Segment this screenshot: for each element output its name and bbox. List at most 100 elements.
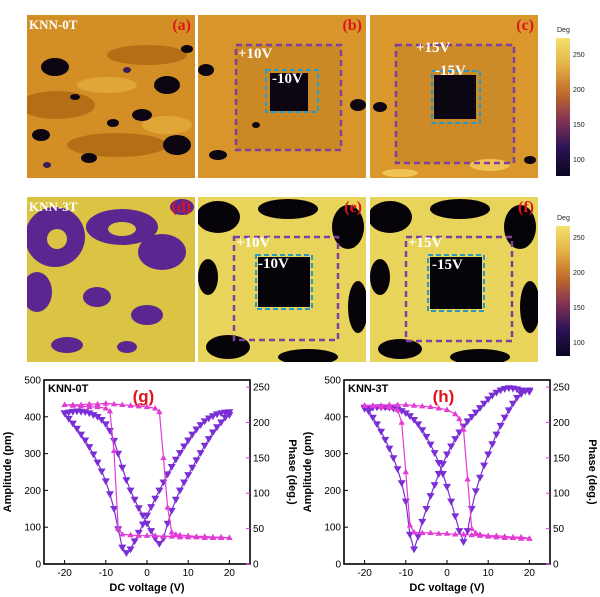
amplitude-point xyxy=(438,471,447,478)
amplitude-point xyxy=(184,437,193,445)
phase-point xyxy=(460,426,467,432)
phase-point xyxy=(464,475,471,482)
phase-point xyxy=(152,405,159,411)
colorbar-middle-unit: Deg xyxy=(557,215,570,222)
amplitude-point xyxy=(401,410,410,418)
amplitude-point xyxy=(217,419,226,427)
phase-point xyxy=(193,533,200,539)
phase-point xyxy=(456,415,463,422)
amplitude-point xyxy=(138,512,147,520)
amplitude-point xyxy=(118,544,127,552)
pfm-map-f-image xyxy=(370,197,538,362)
amplitude-point xyxy=(180,479,189,487)
phase-point xyxy=(443,530,451,536)
amplitude-point xyxy=(110,506,119,513)
amplitude-point xyxy=(101,421,110,429)
phase-point xyxy=(119,531,126,537)
colorbar-middle-tick-250: 250 xyxy=(573,235,585,242)
amplitude-point xyxy=(434,460,443,467)
phase-point xyxy=(369,402,377,408)
pfm-map-e: (e) +10V -10V xyxy=(198,197,366,362)
amplitude-point xyxy=(105,491,114,499)
phase-point xyxy=(452,410,459,417)
phase-point xyxy=(143,532,151,538)
y-tick-label: 100 xyxy=(324,523,341,534)
phase-point xyxy=(160,533,167,539)
amplitude-point xyxy=(414,533,423,541)
y2-tick-label: 250 xyxy=(253,383,270,394)
bias-outer-f: +15V xyxy=(408,235,443,251)
pfm-map-b-image xyxy=(198,15,366,178)
phase-point xyxy=(185,532,192,538)
y2-tick-label: 200 xyxy=(553,418,570,429)
phase-point xyxy=(102,400,109,406)
chart-annotation-sample: KNN-3T xyxy=(348,383,389,395)
amplitude-point xyxy=(225,412,234,419)
amplitude-point xyxy=(93,459,102,467)
y-tick-label: 0 xyxy=(35,560,41,571)
phase-point xyxy=(485,532,492,538)
bias-inner-c: -15V xyxy=(435,63,466,79)
x-tick-label: 0 xyxy=(144,568,150,579)
phase-point xyxy=(160,454,167,461)
phase-point xyxy=(472,529,480,536)
amplitude-point xyxy=(480,462,489,470)
amplitude-point xyxy=(405,413,414,421)
phase-point xyxy=(452,531,459,537)
colorbar-middle-tick-100: 100 xyxy=(573,340,585,347)
phase-point xyxy=(168,528,175,535)
x-tick-label: 10 xyxy=(483,568,495,579)
phase-point xyxy=(398,419,405,425)
phase-point xyxy=(156,408,163,415)
amplitude-point xyxy=(443,483,451,491)
y2-tick-label: 0 xyxy=(553,560,559,571)
amplitude-point xyxy=(451,436,460,443)
y2-tick-label: 150 xyxy=(253,453,270,464)
phase-point xyxy=(209,533,217,540)
colorbar-top-tick-100: 100 xyxy=(573,157,585,164)
amplitude-point xyxy=(480,400,489,408)
y2-axis-label: Phase (deg.) xyxy=(586,439,598,505)
phase-point xyxy=(468,531,475,538)
amplitude-point xyxy=(204,436,213,443)
amplitude-point xyxy=(97,468,106,476)
amplitude-point xyxy=(368,414,377,422)
amplitude-point xyxy=(418,427,427,435)
phase-point xyxy=(377,402,385,408)
phase-point xyxy=(476,531,484,537)
phase-line xyxy=(364,404,530,540)
amplitude-point xyxy=(463,418,472,426)
amplitude-point xyxy=(155,540,164,548)
colorbar-middle-gradient xyxy=(556,226,570,356)
y2-tick-label: 200 xyxy=(253,418,270,429)
x-tick-label: -10 xyxy=(399,568,414,579)
phase-point xyxy=(427,403,434,410)
phase-point xyxy=(86,400,93,407)
phase-point xyxy=(135,402,142,409)
amplitude-point xyxy=(163,471,172,479)
amplitude-point xyxy=(221,414,230,422)
y2-tick-label: 0 xyxy=(253,560,259,571)
panel-label-e: (e) xyxy=(344,199,362,216)
phase-point xyxy=(406,521,414,528)
phase-point xyxy=(135,532,142,538)
bias-inner-b: -10V xyxy=(272,71,303,87)
amplitude-point xyxy=(484,451,493,459)
amplitude-point xyxy=(196,450,205,457)
phase-point xyxy=(361,402,368,408)
pfm-map-a: KNN-0T (a) xyxy=(27,15,195,178)
pfm-map-e-image xyxy=(198,197,366,362)
amplitude-point xyxy=(200,418,209,426)
amplitude-point xyxy=(496,422,505,430)
y-tick-label: 0 xyxy=(335,560,341,571)
amplitude-point xyxy=(414,421,423,429)
amplitude-point xyxy=(68,420,77,428)
pfm-map-f: (f) +15V -15V xyxy=(370,197,538,362)
pfm-map-c: (c) +15V -15V xyxy=(370,15,538,178)
amplitude-point xyxy=(459,539,468,546)
y2-tick-label: 100 xyxy=(253,489,270,500)
y2-tick-label: 250 xyxy=(553,383,570,394)
amplitude-point xyxy=(81,437,90,445)
y-tick-label: 200 xyxy=(24,486,41,497)
amplitude-point xyxy=(504,407,513,415)
